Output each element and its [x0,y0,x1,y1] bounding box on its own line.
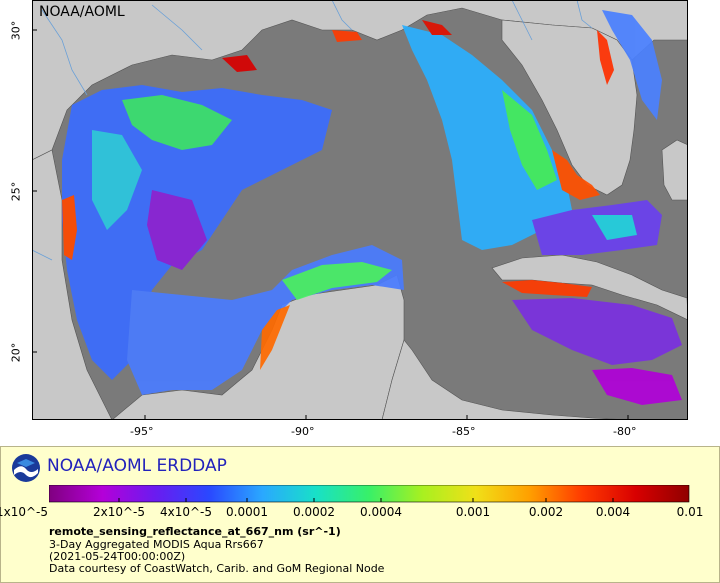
y-tick-label: 30° [9,20,23,41]
data-patch-straits-cyan [592,215,637,240]
x-tick-label: -85° [452,425,476,438]
colorbar-tick-label: 0.0002 [293,505,335,519]
colorbar-tick-label: 0.0001 [226,505,268,519]
x-tick-label: -90° [291,425,315,438]
colorbar-ticks [118,498,614,502]
data-patch-caribbean-bits [592,368,682,405]
noaa-logo-icon [12,454,40,482]
colorbar-tick-label: 0.001 [455,505,491,519]
reflectance-map [32,0,688,420]
map-border [32,0,688,420]
data-coast-florida [552,150,600,200]
data-patch-western-gulf-purple [147,190,207,270]
y-tick-label: 20° [9,342,23,363]
x-tick-label: -95° [130,425,154,438]
land-mexico-west [32,149,113,420]
x-tick-label: -80° [613,425,637,438]
rivers [32,0,593,261]
data-patch-eastern-gulf-green [502,90,557,190]
land-bahamas [661,139,688,201]
map-panel [32,0,688,420]
y-tick-label: 25° [9,181,23,202]
reflectance-data [62,10,682,405]
colorbar [49,485,690,503]
data-patch-eastern-gulf [402,25,572,250]
data-patch-florida-east [602,10,662,120]
variable-name: remote_sensing_reflectance_at_667_nm (sr… [49,525,341,538]
data-coast-mississippi [332,30,362,42]
data-coast-cuba [502,280,592,297]
colorbar-tick-label: 0.004 [595,505,631,519]
data-patch-straits [532,200,662,255]
data-credit: Data courtesy of CoastWatch, Carib. and … [49,562,385,575]
colorbar-gradient [49,485,690,503]
data-patch-south-cuba [512,298,682,365]
colorbar-tick-label: 2x10^-5 [92,505,146,519]
land-central-america [381,339,633,420]
data-coast-florida-east [597,30,614,85]
legend-title: NOAA/AOML ERDDAP [47,456,227,476]
legend-panel: NOAA/AOML ERDDAP 1x10^-5 2x10^-5 4x10^-5… [0,446,720,583]
colorbar-tick-label: 0.01 [676,505,704,519]
data-coast-campeche [260,305,290,370]
data-coast-panhandle [422,20,452,35]
dataset-time: (2021-05-24T00:00:00Z) [49,550,186,563]
colorbar-tick-label: 0.0004 [360,505,402,519]
colorbar-tick-label: 0.002 [528,505,564,519]
dataset-description: 3-Day Aggregated MODIS Aqua Rrs667 [49,538,264,551]
data-coast-texas [62,195,77,260]
colorbar-tick-label: 1x10^-5 [0,505,49,519]
data-patch-western-gulf-green [122,95,232,150]
data-patch-campeche-green [282,262,392,300]
data-patch-western-gulf-cyan [92,130,142,230]
map-watermark: NOAA/AOML [39,4,125,20]
colorbar-tick-label: 4x10^-5 [159,505,213,519]
data-coast-louisiana [222,55,257,72]
